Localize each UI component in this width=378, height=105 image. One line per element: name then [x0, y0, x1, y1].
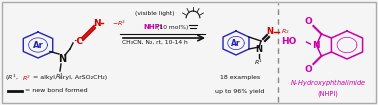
Text: (visible light): (visible light)	[135, 10, 175, 16]
Text: $R_2$: $R_2$	[280, 28, 289, 36]
Text: $−R^2$: $−R^2$	[112, 18, 126, 28]
Text: ($R^1$,: ($R^1$,	[5, 73, 19, 83]
Text: Ar: Ar	[231, 39, 241, 47]
Text: ·C: ·C	[73, 37, 83, 47]
FancyBboxPatch shape	[2, 2, 376, 103]
Text: $R^1$: $R^1$	[254, 57, 263, 67]
Text: N: N	[266, 28, 274, 37]
Text: $N$-Hydroxyphthalimide: $N$-Hydroxyphthalimide	[290, 77, 366, 89]
Text: CH₃CN, N₂, rt, 10-14 h: CH₃CN, N₂, rt, 10-14 h	[122, 39, 188, 45]
Text: up to 96% yield: up to 96% yield	[215, 89, 265, 93]
Text: N: N	[256, 45, 262, 54]
Text: HO: HO	[281, 37, 296, 47]
Text: = new bond formed: = new bond formed	[25, 89, 88, 93]
Text: O: O	[305, 64, 312, 74]
Text: 18 examples: 18 examples	[220, 75, 260, 81]
Text: N: N	[93, 18, 101, 28]
Text: N: N	[313, 41, 320, 49]
Text: NHPI: NHPI	[143, 24, 162, 30]
Text: Ar: Ar	[33, 41, 43, 49]
Text: (10 mol%): (10 mol%)	[157, 24, 188, 30]
Text: $R^1$: $R^1$	[56, 71, 65, 81]
Text: (NHPI): (NHPI)	[318, 91, 338, 97]
Text: $R^2$: $R^2$	[22, 73, 31, 83]
Text: N: N	[58, 54, 66, 64]
Text: O: O	[305, 16, 312, 26]
Text: = alkyl, aryl, ArSO₂CH₂): = alkyl, aryl, ArSO₂CH₂)	[31, 75, 107, 81]
